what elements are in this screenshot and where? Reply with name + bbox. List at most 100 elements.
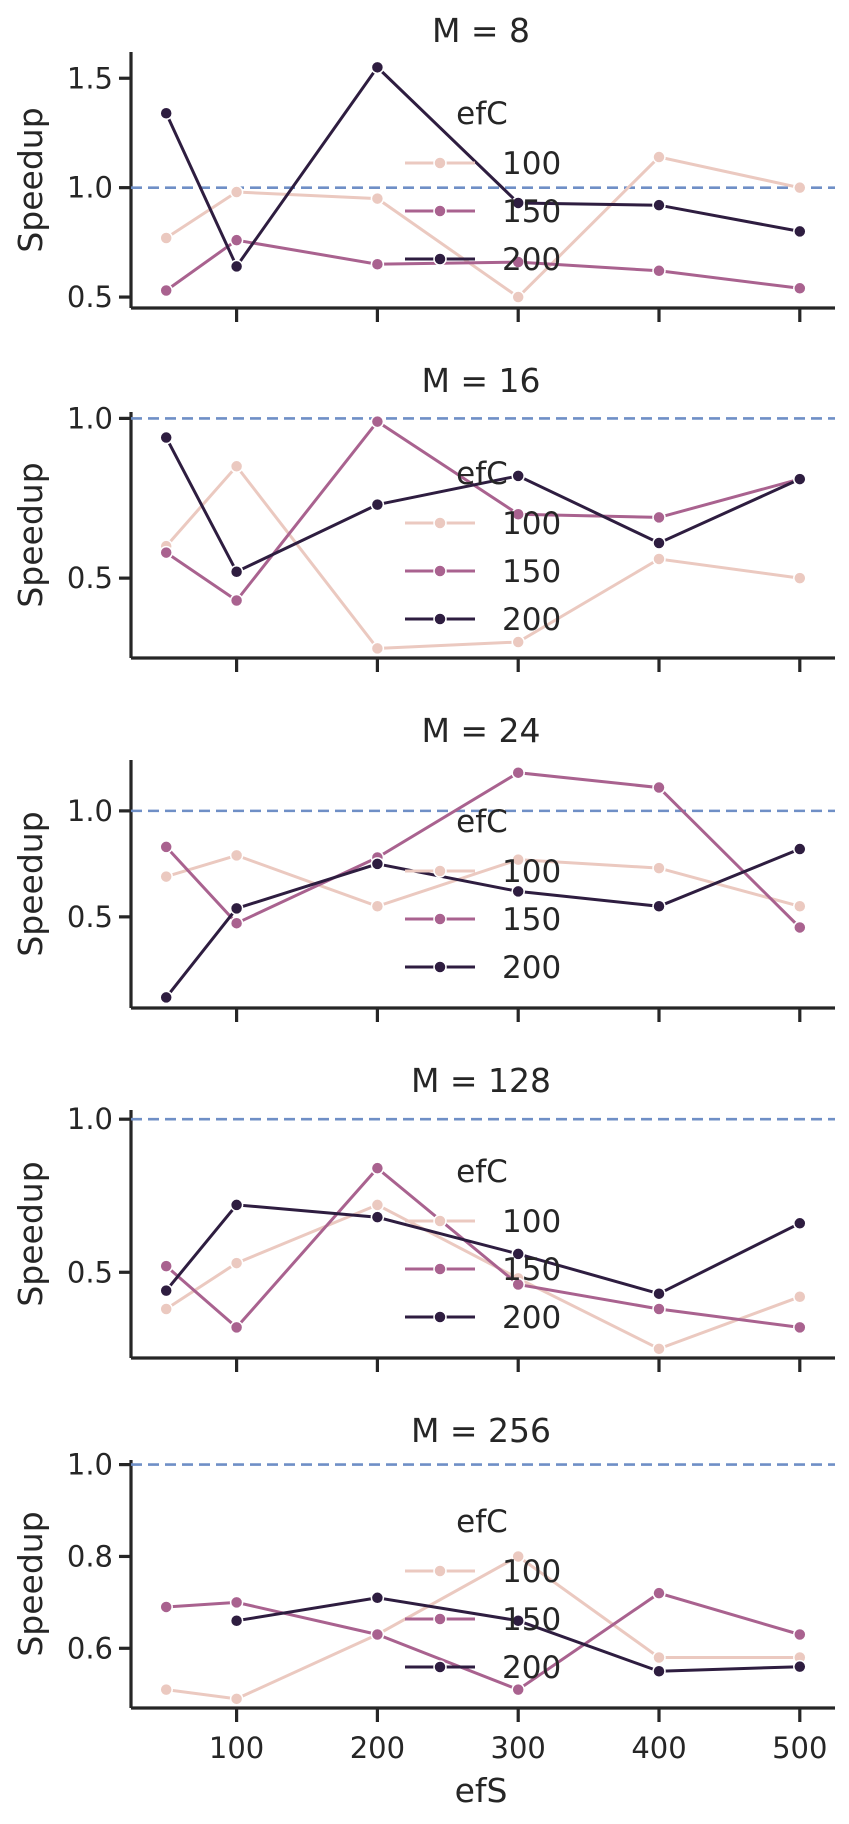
data-point — [652, 536, 666, 550]
legend-swatch-marker — [433, 156, 447, 170]
data-point — [159, 430, 173, 445]
series-100 — [159, 459, 807, 656]
legend-swatch-marker — [433, 204, 447, 218]
series-line — [165, 1203, 801, 1296]
data-point — [511, 852, 525, 867]
series-line — [164, 65, 801, 270]
legend-swatch-marker — [433, 960, 447, 974]
legend-label: 150 — [502, 554, 561, 590]
panel-1: M = 8 Speedup 0.5 1.0 1.5 efC 100 150 200 — [11, 11, 835, 322]
series-150 — [159, 414, 807, 608]
y-tick-label: 1.0 — [67, 1448, 113, 1482]
legend-swatch-marker — [433, 252, 447, 266]
series-line — [164, 436, 801, 574]
data-point — [229, 1256, 244, 1270]
series-line — [166, 1591, 801, 1692]
legend-label: 200 — [502, 950, 561, 986]
series-150 — [159, 1586, 807, 1697]
series-100 — [159, 150, 807, 304]
legend-swatch-marker — [433, 1310, 447, 1324]
x-tick-label: 200 — [350, 1731, 405, 1765]
data-point — [229, 1692, 244, 1706]
series-line — [165, 419, 801, 603]
legend-title: efC — [456, 456, 508, 492]
data-point — [793, 571, 807, 585]
data-point — [159, 283, 173, 298]
data-point — [159, 869, 173, 884]
legend-label: 100 — [502, 146, 561, 182]
data-point — [652, 198, 666, 212]
data-point — [370, 60, 385, 75]
series-line — [165, 1166, 800, 1330]
y-tick-label: 1.0 — [67, 171, 113, 205]
data-point — [793, 899, 807, 914]
legend: efC 100 150 200 — [405, 1504, 561, 1686]
series-line — [165, 463, 801, 650]
legend-label: 200 — [502, 242, 561, 278]
legend-label: 100 — [502, 506, 561, 542]
series-200 — [159, 842, 807, 1005]
data-point — [511, 507, 525, 521]
panel-title: M = 256 — [411, 1411, 551, 1450]
data-point — [652, 552, 666, 566]
data-point — [511, 635, 525, 649]
data-point — [159, 1600, 173, 1614]
y-tick-label: 0.5 — [67, 900, 113, 934]
data-point — [652, 1302, 666, 1316]
series-line — [165, 853, 801, 908]
data-point — [793, 472, 807, 486]
y-tick-label: 1.0 — [67, 401, 113, 435]
legend-label: 200 — [502, 602, 561, 638]
y-tick-label: 1.0 — [67, 1102, 113, 1136]
series-100 — [159, 1198, 807, 1356]
data-point — [229, 1320, 244, 1335]
data-point — [652, 264, 666, 278]
series-100 — [159, 848, 807, 914]
y-axis-label: Speedup — [11, 462, 50, 607]
series-200 — [229, 1591, 807, 1679]
series-line — [165, 771, 801, 929]
data-point — [159, 1682, 173, 1697]
data-point — [793, 224, 807, 239]
x-axis-label: efS — [455, 1771, 508, 1810]
data-point — [793, 1627, 807, 1642]
panel-title: M = 8 — [432, 11, 530, 50]
data-point — [793, 1659, 807, 1674]
data-point — [370, 1161, 385, 1175]
data-point — [159, 545, 173, 560]
data-point — [229, 1198, 244, 1212]
y-tick-label: 1.0 — [67, 794, 113, 828]
data-point — [652, 780, 666, 795]
data-point — [159, 106, 173, 121]
data-point — [159, 1259, 173, 1273]
legend-label: 200 — [502, 1650, 561, 1686]
legend-label: 150 — [502, 1602, 561, 1638]
legend-label: 150 — [502, 902, 561, 938]
data-point — [511, 1613, 525, 1628]
data-point — [652, 510, 666, 525]
legend: efC 100 150 200 — [405, 456, 561, 638]
legend: efC 100 150 200 — [405, 96, 561, 278]
series-150 — [159, 1161, 807, 1335]
panel-title: M = 16 — [421, 361, 540, 400]
data-point — [229, 233, 244, 247]
legend-label: 100 — [502, 1554, 561, 1590]
data-point — [652, 150, 666, 164]
data-point — [793, 281, 807, 296]
data-point — [652, 861, 666, 875]
data-point — [511, 1682, 525, 1697]
data-point — [511, 884, 525, 899]
data-point — [793, 1320, 807, 1335]
data-point — [511, 290, 525, 304]
legend-label: 200 — [502, 1300, 561, 1336]
data-point — [652, 1650, 666, 1665]
data-point — [370, 899, 385, 914]
panel-5: M = 256 Speedup 0.6 0.8 1.0 100 200 300 400 500 ef… — [11, 1411, 835, 1810]
data-point — [511, 1277, 525, 1292]
legend-swatch-marker — [433, 864, 447, 878]
legend-title: efC — [456, 96, 508, 132]
y-tick-label: 0.5 — [67, 1255, 113, 1289]
series-line — [165, 847, 801, 999]
data-point — [159, 840, 173, 854]
